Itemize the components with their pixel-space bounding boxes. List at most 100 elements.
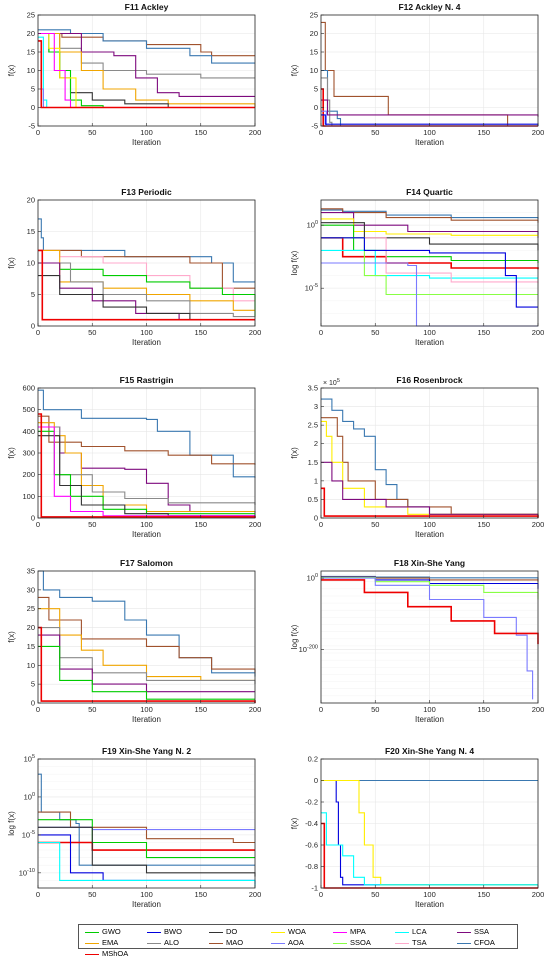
y-tick-label: 15 [310,48,318,57]
y-tick-label: -0.4 [305,819,318,828]
x-tick-label: 200 [532,705,545,714]
legend: GWO BWO DO WOA MPA LCA SSA EMA ALO MAO AOA SSOA TSA C… [78,924,518,958]
chart-title: F18 Xin-She Yang [394,558,465,568]
y-tick-label: 200 [22,470,35,479]
y-axis-label: log f(x) [290,624,299,649]
x-tick-label: 50 [371,328,379,337]
legend-swatch [271,942,285,944]
chart-title: F16 Rosenbrock [396,375,462,385]
y-tick-label: 20 [310,29,318,38]
legend-item-mshoa: MShOA [85,949,128,959]
series-line-ssa [38,32,255,97]
y-axis-label: f(x) [7,64,16,76]
y-tick-label: 0.2 [308,755,318,764]
chart-6: 0 50 100 150 200 0 0.5 1 1.5 2 2.5 3 3.5 × 105 F16 Ros… [290,375,544,539]
x-axis-label: Iteration [132,715,161,724]
legend-label: TSA [412,938,427,947]
series-line-mshoa [38,40,255,109]
y-tick-label: 35 [27,567,35,576]
legend-swatch [395,931,409,933]
legend-label: MAO [226,938,244,947]
series-line-mao [38,596,256,673]
chart-10: 0 50 100 150 200 -1 -0.8 -0.6 -0.4 -0.2 0 0.2 F20 Xi… [290,746,544,909]
series-line-cfoa [38,29,255,64]
x-tick-label: 150 [477,890,490,899]
chart-5: 0 50 100 150 200 0 100 200 300 400 500 600 F15 Rastr… [7,375,261,539]
legend-label: SSA [474,927,490,936]
x-tick-label: 200 [249,890,262,899]
series-line-alo [321,77,538,127]
y-tick-label: 30 [27,585,35,594]
legend-swatch [457,942,471,944]
legend-label: MPA [350,927,366,936]
series-line-woa [321,779,538,886]
series-line-ssa [38,634,255,693]
legend-swatch [85,953,99,955]
y-tick-label: 10-200 [299,644,318,654]
x-tick-label: 150 [194,890,207,899]
chart-4: 0 50 100 150 200 10-5 100 F14 Quartic Iteration l… [290,187,544,347]
legend-item-cfoa: CFOA [457,938,495,948]
y-tick-label: -5 [28,122,35,131]
y-tick-label: 5 [31,290,35,299]
y-tick-label: 0 [31,699,35,708]
series-line-cfoa [321,69,538,127]
legend-swatch [147,942,161,944]
x-tick-label: 200 [532,128,545,137]
x-tick-label: 200 [249,705,262,714]
series-line-mao [38,249,255,289]
series-line-mshoa [321,579,539,645]
y-tick-label: 100 [22,492,35,501]
x-axis-label: Iteration [415,338,444,347]
y-tick-label: 600 [22,384,35,393]
x-tick-label: 100 [423,520,436,529]
chart-7: 0 50 100 150 200 0 5 10 15 20 25 30 35 F17 Salomon Ite… [7,558,261,724]
y-tick-label: -0.2 [305,798,318,807]
legend-label: ALO [164,938,180,947]
legend-label: CFOA [474,938,495,947]
x-tick-label: 150 [477,128,490,137]
y-tick-label: 2.5 [308,421,318,430]
y-tick-label: 105 [24,754,35,764]
series-line-bwo [321,237,538,308]
chart-title: F12 Ackley N. 4 [398,2,460,12]
series-line-cfoa [38,389,256,478]
x-tick-label: 0 [319,128,323,137]
y-tick-label: 10 [27,661,35,670]
y-tick-label: 10-10 [19,868,35,878]
x-tick-label: 100 [140,328,153,337]
series-line-woa [38,32,255,109]
x-tick-label: 0 [36,328,40,337]
x-tick-label: 50 [88,520,96,529]
chart-3: 0 50 100 150 200 0 5 10 15 20 F13 Periodic Iteratio… [7,187,261,347]
y-tick-label: 10 [310,66,318,75]
y-axis-label: f(x) [7,631,16,643]
y-tick-label: -5 [311,122,318,131]
x-tick-label: 50 [371,520,379,529]
y-axis-label: log f(x) [7,811,16,836]
legend-item-lca: LCA [395,927,427,937]
y-tick-label: 10 [27,259,35,268]
legend-item-mpa: MPA [333,927,366,937]
legend-swatch [457,931,471,933]
y-exponent-label: × 105 [323,378,340,387]
y-tick-label: -0.6 [305,841,318,850]
series-line-lca [321,812,538,886]
x-tick-label: 150 [194,520,207,529]
y-axis-label: f(x) [290,64,299,76]
y-tick-label: 10 [27,66,35,75]
legend-label: EMA [102,938,119,947]
legend-swatch [333,931,347,933]
legend-item-do: DO [209,927,237,937]
chart-title: F14 Quartic [406,187,453,197]
y-tick-label: 2 [314,439,318,448]
y-tick-label: 500 [22,405,35,414]
legend-label: AOA [288,938,304,947]
series-line-aoa [321,577,534,700]
chart-title: F15 Rastrigin [120,375,174,385]
x-tick-label: 150 [194,128,207,137]
x-tick-label: 0 [319,328,323,337]
y-tick-label: 25 [310,11,318,20]
y-tick-label: 15 [27,642,35,651]
